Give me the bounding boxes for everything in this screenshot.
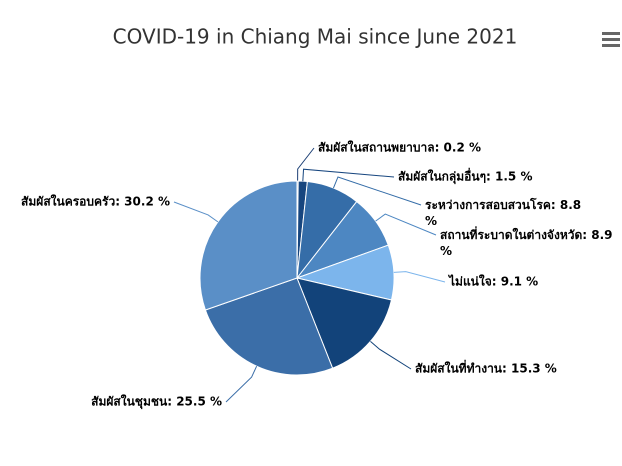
- connector: [393, 271, 446, 283]
- connector: [225, 365, 258, 403]
- menu-bar: [602, 32, 620, 35]
- connector: [370, 340, 412, 370]
- menu-bar: [602, 44, 620, 47]
- connector: [302, 168, 395, 182]
- connector: [375, 213, 437, 236]
- pie-slice: [199, 180, 298, 311]
- connector: [173, 201, 219, 223]
- connector: [297, 147, 315, 182]
- chart-title: COVID-19 in Chiang Mai since June 2021: [113, 25, 518, 49]
- data-label: ระหว่างการสอบสวนโรค: 8.8%: [425, 197, 581, 228]
- menu-bar: [602, 38, 620, 41]
- data-label: สัมผัสในที่ทำงาน: 15.3 %: [415, 360, 557, 376]
- data-label: สัมผัสในชุมชน: 25.5 %: [91, 394, 222, 410]
- data-label: สัมผัสในครอบครัว: 30.2 %: [21, 194, 170, 209]
- connector: [332, 176, 422, 206]
- pie-slice: [296, 277, 393, 369]
- data-label: สัมผัสในสถานพยาบาล: 0.2 %: [318, 140, 481, 155]
- data-label: สถานที่ระบาดในต่างจังหวัด: 8.9%: [440, 226, 613, 258]
- menu-button[interactable]: [602, 32, 620, 47]
- data-label: สัมผัสในกลุ่มอื่นๆ: 1.5 %: [398, 168, 532, 185]
- data-label: ไม่แน่ใจ: 9.1 %: [447, 274, 538, 289]
